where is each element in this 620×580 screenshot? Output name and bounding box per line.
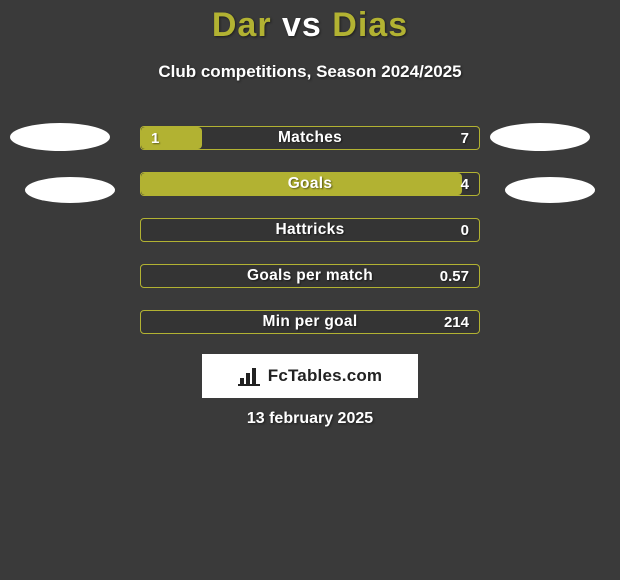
stat-label: Matches — [141, 127, 479, 149]
stat-bar-row: Hattricks0 — [140, 218, 480, 242]
stat-label: Goals — [141, 173, 479, 195]
stat-right-value: 4 — [461, 173, 469, 195]
date-text: 13 february 2025 — [0, 410, 620, 428]
title-vs: vs — [282, 6, 322, 44]
stat-bar-row: 1Matches7 — [140, 126, 480, 150]
bar-chart-icon — [238, 366, 262, 386]
title-player2: Dias — [332, 6, 408, 44]
avatar-placeholder-right-1 — [490, 123, 590, 151]
subtitle: Club competitions, Season 2024/2025 — [0, 62, 620, 82]
brand-badge: FcTables.com — [202, 354, 418, 398]
stat-right-value: 214 — [444, 311, 469, 333]
stat-bars: 1Matches7 Goals4 Hattricks0 Goals per match… — [140, 126, 480, 356]
stat-label: Min per goal — [141, 311, 479, 333]
page-title: Dar vs Dias — [0, 6, 620, 45]
stat-bar-row: Goals per match0.57 — [140, 264, 480, 288]
stat-right-value: 0 — [461, 219, 469, 241]
stat-right-value: 7 — [461, 127, 469, 149]
brand-text: FcTables.com — [268, 366, 383, 386]
stat-right-value: 0.57 — [440, 265, 469, 287]
stat-bar-row: Min per goal214 — [140, 310, 480, 334]
avatar-placeholder-left-2 — [25, 177, 115, 203]
stat-bar-row: Goals4 — [140, 172, 480, 196]
avatar-placeholder-left-1 — [10, 123, 110, 151]
stat-label: Goals per match — [141, 265, 479, 287]
title-player1: Dar — [212, 6, 272, 44]
avatar-placeholder-right-2 — [505, 177, 595, 203]
stat-label: Hattricks — [141, 219, 479, 241]
